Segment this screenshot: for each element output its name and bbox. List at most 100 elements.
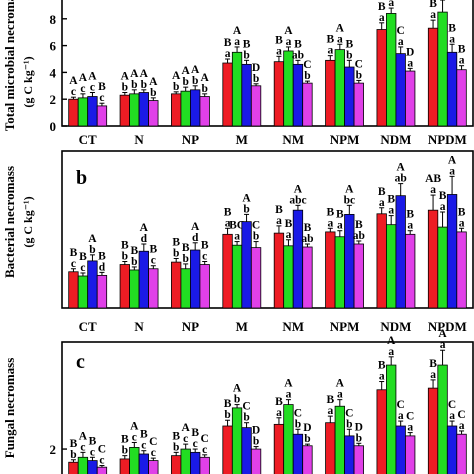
significance-letter-lower: b [122,82,128,94]
significance-letter-upper: C [201,433,209,445]
bar [222,62,233,127]
significance-letter-upper: C [397,399,405,411]
bar [325,59,336,127]
significance-letter-upper: B [243,38,251,50]
significance-letter-lower: a [337,33,343,45]
significance-letter-upper: B [70,438,78,450]
significance-letter-upper: B [172,430,180,442]
bar [325,231,336,309]
y-tick-label: 2 [50,442,57,457]
bar [77,97,89,127]
significance-letter-lower: a [327,405,333,417]
significance-letter-lower: ab [301,233,313,245]
bar [68,461,79,474]
significance-letter-upper: A [233,25,242,37]
bar [353,82,364,127]
bar [353,243,364,309]
significance-letter-lower: b [253,436,259,448]
significance-letter-lower: c [71,258,76,270]
significance-letter-upper: A [294,183,303,195]
ylabel-line1: Total microbial necromass [2,0,17,131]
significance-letter-upper: B [326,34,334,46]
significance-letter-lower: b [173,247,179,259]
significance-letter-upper: A [191,64,200,76]
bar [405,233,416,309]
significance-letter-upper: C [98,444,106,456]
significance-letter-lower: a [379,12,385,24]
significance-letter-lower: a [379,197,385,209]
significance-letter-upper: B [378,360,386,372]
significance-letter-upper: B [326,394,334,406]
plot-frame [61,150,474,309]
bar [334,405,345,474]
significance-letter-lower: a [379,371,385,383]
bar [273,232,285,309]
significance-letter-upper: B [294,38,302,50]
significance-letter-upper: B [275,396,283,408]
significance-letter-upper: C [345,407,353,419]
significance-letter-lower: b [89,244,95,256]
significance-letter-upper: B [355,219,363,231]
bar [148,268,159,309]
bar [273,423,285,474]
bar [231,407,243,474]
significance-letter-lower: a [430,369,436,381]
x-tick-label: NM [282,319,304,334]
bar [283,404,294,474]
bar [241,221,252,309]
x-tick-label: M [236,319,248,334]
significance-letter-upper: B [275,34,283,46]
significance-letter-upper: A [345,183,354,195]
significance-letter-upper: A [79,430,88,442]
bar [250,448,262,474]
significance-letter-lower: c [90,446,95,458]
significance-letter-upper: B [182,242,190,254]
bar [456,433,467,474]
significance-letter-upper: A [88,233,97,245]
significance-letter-lower: a [225,48,231,60]
significance-letter-upper: A [182,65,191,77]
bar [405,435,416,474]
significance-letter-lower: a [234,231,240,243]
significance-letter-lower: a [286,389,292,401]
significance-letter-upper: B [79,251,87,263]
x-tick-label: NM [282,132,304,147]
significance-letter-lower: c [71,86,76,98]
significance-letter-upper: B [98,81,106,93]
significance-letter-lower: a [449,165,455,177]
bar [302,82,313,127]
significance-letter-upper: D [406,46,414,58]
significance-letter-lower: a [430,184,436,196]
panel-a-total-necromass: Total microbial necromass (g C kg⁻¹) 0 2 4… [2,0,474,147]
significance-letter-lower: a [407,220,413,232]
x-tick-label: NDM [380,132,411,147]
significance-letter-lower: a [327,45,333,57]
significance-letter-lower: c [80,441,85,453]
significance-letter-upper: D [355,421,363,433]
significance-letter-lower: a [407,57,413,69]
bar [129,93,140,127]
bar [334,49,345,127]
significance-letter-lower: b [253,231,259,243]
bar [119,94,130,127]
significance-letter-lower: b [70,449,76,461]
significance-letter-lower: c [193,438,198,450]
significance-letter-lower: b [131,256,137,268]
significance-letter-upper: C [397,25,405,37]
significance-letter-lower: b [182,76,188,88]
significance-letter-lower: a [388,0,394,9]
significance-letter-lower: d [141,233,148,245]
significance-letter-lower: b [356,432,362,444]
significance-letter-upper: C [149,436,157,448]
significance-letter-lower: a [449,410,455,422]
significance-letter-lower: c [141,440,146,452]
significance-letter-upper: BC [229,220,245,232]
significance-letter-upper: B [224,206,232,218]
bar [344,435,355,474]
bar [283,245,294,309]
panel-b-bacterial-necromass: b Bacterial necromass (g C kg⁻¹) CTBcBcA… [2,150,474,334]
significance-letter-upper: B [448,22,456,34]
significance-letter-upper: B [89,435,97,447]
significance-letter-upper: C [457,409,465,421]
